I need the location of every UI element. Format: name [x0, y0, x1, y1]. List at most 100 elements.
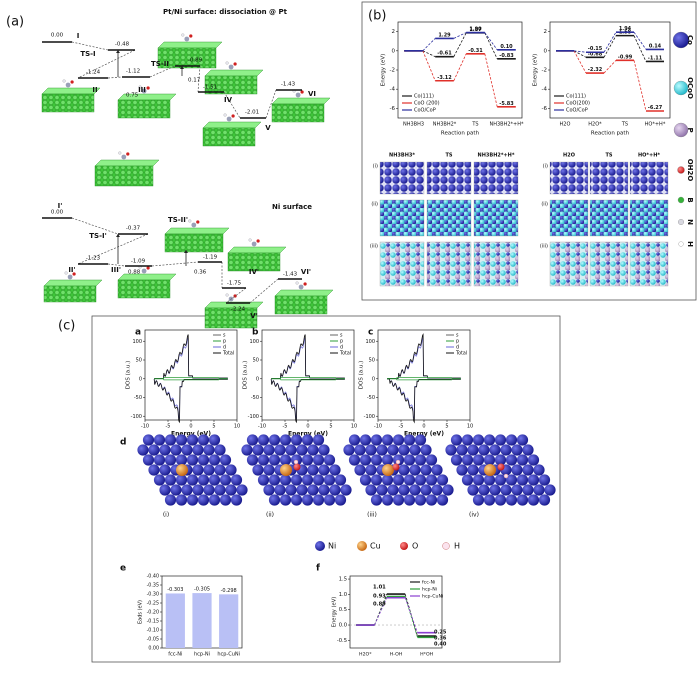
energy-label: -2.01	[245, 110, 259, 116]
ni-atom	[219, 474, 232, 486]
ni-atom	[219, 454, 232, 466]
connector	[633, 35, 647, 62]
ni-atom	[398, 484, 410, 496]
row-label: (iii)	[370, 244, 378, 250]
legend-label: CoO/CoP	[414, 108, 436, 114]
ni-atom	[279, 454, 292, 466]
ni-atom	[263, 484, 275, 496]
value-label: -0.15	[588, 46, 603, 52]
legend-label: N	[686, 219, 694, 225]
legend-label: p	[456, 340, 459, 345]
ni-atom	[170, 484, 182, 496]
ni-atom	[290, 494, 303, 506]
state-label: I'	[58, 202, 63, 210]
structure-image	[549, 241, 589, 287]
ni-atom	[192, 444, 204, 456]
slab-top	[204, 69, 264, 77]
ni-atom	[252, 444, 264, 456]
ni-atom	[370, 434, 383, 446]
ni-atom	[153, 454, 166, 466]
y-tick-label: 0.00	[148, 646, 159, 652]
ni-atom	[489, 484, 501, 496]
connector	[573, 50, 587, 74]
slab	[204, 75, 258, 95]
x-tick-label: H-OH	[390, 652, 403, 658]
atom	[295, 281, 299, 285]
x-tick-label: HO*+H*	[645, 122, 666, 128]
slab	[227, 252, 281, 272]
ni-atom	[516, 434, 529, 446]
energy-label: -1.23	[86, 256, 101, 262]
y-tick-label: -6	[390, 106, 396, 112]
energy-label: -0.48	[115, 42, 130, 48]
legend-label: CoO/CoP	[566, 108, 588, 114]
ni-atom	[164, 454, 177, 466]
dos-curve	[387, 378, 461, 424]
x-axis-label: Energy (eV)	[404, 431, 444, 438]
slab	[164, 233, 224, 253]
legend-label: OCoO	[686, 77, 694, 99]
legend-label: Co	[686, 35, 694, 45]
arrow-head	[180, 66, 184, 69]
slab	[117, 279, 171, 299]
legend-label: p	[223, 340, 226, 345]
dos-curve	[271, 377, 345, 379]
y-tick-label: 50	[253, 358, 259, 364]
connector	[374, 597, 388, 626]
structure-image	[589, 199, 629, 237]
atom	[191, 222, 197, 228]
ni-atom	[230, 494, 243, 506]
ni-atom	[186, 434, 199, 446]
connector	[149, 65, 176, 78]
ni-atom	[467, 464, 479, 476]
ni-atom	[483, 494, 496, 506]
value-label: 1.90	[469, 27, 482, 33]
ni-atom	[398, 464, 410, 476]
x-tick-label: 5	[212, 424, 215, 430]
connector	[404, 597, 418, 633]
value-label: -1.11	[648, 55, 663, 61]
atom	[141, 88, 147, 94]
ni-atom	[301, 434, 314, 446]
structure-image	[426, 199, 472, 237]
ni-atom	[500, 484, 512, 496]
x-tick-label: 0	[189, 424, 192, 430]
ni-atom	[208, 454, 221, 466]
connector	[484, 53, 498, 107]
ni-atom	[142, 434, 155, 446]
legend-atom	[678, 219, 684, 225]
cu-atom	[382, 464, 394, 476]
atom	[295, 92, 301, 98]
ni-atom	[431, 464, 443, 476]
legend-label: B	[686, 197, 694, 202]
y-axis-label: Energy (eV)	[533, 54, 539, 86]
ni-atom	[425, 474, 438, 486]
atom	[298, 284, 304, 290]
x-tick-label: 10	[351, 424, 357, 430]
energy-label: 0.00	[51, 33, 64, 39]
structure-image	[629, 161, 669, 195]
legend-label: d	[223, 345, 226, 351]
y-axis-label: DOS (a.u.)	[243, 361, 249, 389]
atom	[251, 241, 257, 247]
barrier-label: 0.88	[128, 270, 141, 276]
ni-atom	[381, 434, 394, 446]
connector	[77, 49, 136, 79]
x-tick-label: 10	[234, 424, 240, 430]
ni-atom	[409, 464, 421, 476]
connector	[484, 32, 498, 51]
ni-atom	[359, 434, 372, 446]
ni-atom	[225, 484, 237, 496]
legend-label: H	[454, 542, 460, 551]
y-tick-label: 100	[365, 339, 375, 345]
atom	[196, 220, 200, 224]
ni-atom	[425, 494, 438, 506]
ni-atom	[461, 474, 474, 486]
y-tick-label: 100	[249, 339, 259, 345]
slab	[271, 103, 325, 123]
y-tick-label: 1.0	[339, 592, 347, 598]
legend-atom	[672, 31, 690, 49]
ni-atom	[403, 434, 416, 446]
energy-label: -1.43	[281, 82, 296, 88]
ni-atom	[307, 484, 319, 496]
